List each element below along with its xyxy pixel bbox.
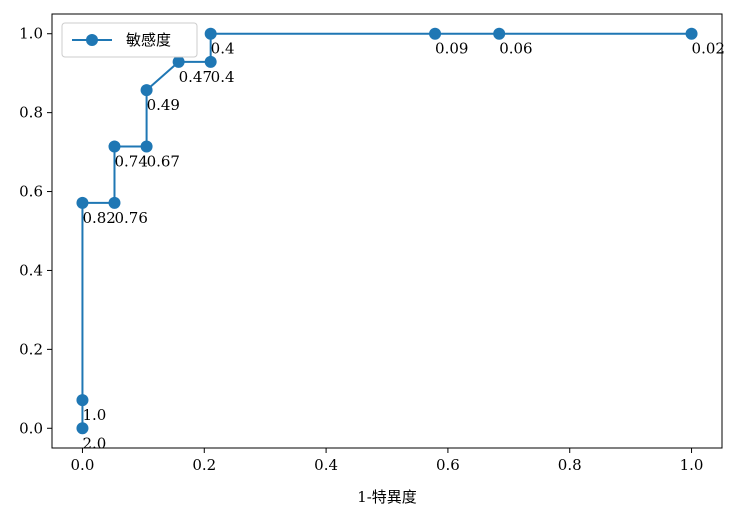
data-point	[76, 394, 89, 407]
x-tick-label: 1.0	[680, 456, 704, 474]
data-point	[685, 27, 698, 40]
threshold-label: 0.4	[211, 68, 235, 86]
threshold-label: 1.0	[82, 406, 106, 424]
x-axis-label: 1-特異度	[357, 488, 417, 506]
legend-marker-swatch	[86, 34, 98, 46]
threshold-label: 0.06	[499, 40, 532, 58]
plot-area	[52, 14, 722, 448]
threshold-label: 0.67	[147, 152, 180, 170]
data-point	[140, 84, 153, 97]
data-point	[76, 196, 89, 209]
legend-box	[61, 22, 198, 58]
series-layer: 2.01.00.820.760.740.670.490.470.40.4 0.09…	[76, 27, 725, 452]
y-tick-label: 0.8	[19, 104, 43, 122]
threshold-label: 0.09	[435, 40, 468, 58]
data-point	[172, 55, 185, 68]
legend: 敏感度	[61, 22, 198, 58]
data-point	[108, 140, 121, 153]
threshold-label: 2.0	[82, 434, 106, 452]
y-axis-ticks: 0.0 0.2 0.4 0.6 0.8 1.0	[19, 25, 52, 437]
threshold-label: 0.74	[114, 152, 147, 170]
threshold-label: 0.4	[211, 40, 235, 58]
y-tick-label: 0.4	[19, 261, 43, 279]
legend-label-sensitivity: 敏感度	[126, 31, 171, 49]
data-point	[493, 27, 506, 40]
data-point	[76, 422, 89, 435]
threshold-label: 0.76	[114, 209, 147, 227]
x-axis-ticks: 0.0 0.2 0.4 0.6 0.8 1.0	[71, 448, 704, 474]
x-tick-label: 0.2	[192, 456, 216, 474]
data-point	[429, 27, 442, 40]
data-point	[204, 55, 217, 68]
data-point	[204, 27, 217, 40]
x-tick-label: 0.4	[314, 456, 338, 474]
data-point	[140, 140, 153, 153]
x-tick-label: 0.6	[436, 456, 460, 474]
threshold-label: 0.82	[82, 209, 115, 227]
y-tick-label: 1.0	[19, 25, 43, 43]
y-tick-label: 0.2	[19, 340, 43, 358]
threshold-label: 0.47	[179, 68, 212, 86]
y-tick-label: 0.6	[19, 183, 43, 201]
x-tick-label: 0.8	[558, 456, 582, 474]
x-tick-label: 0.0	[71, 456, 95, 474]
threshold-label: 0.49	[147, 96, 180, 114]
threshold-label: 0.02	[692, 40, 725, 58]
data-point	[108, 196, 121, 209]
y-tick-label: 0.0	[19, 419, 43, 437]
plot-frame	[51, 13, 723, 449]
